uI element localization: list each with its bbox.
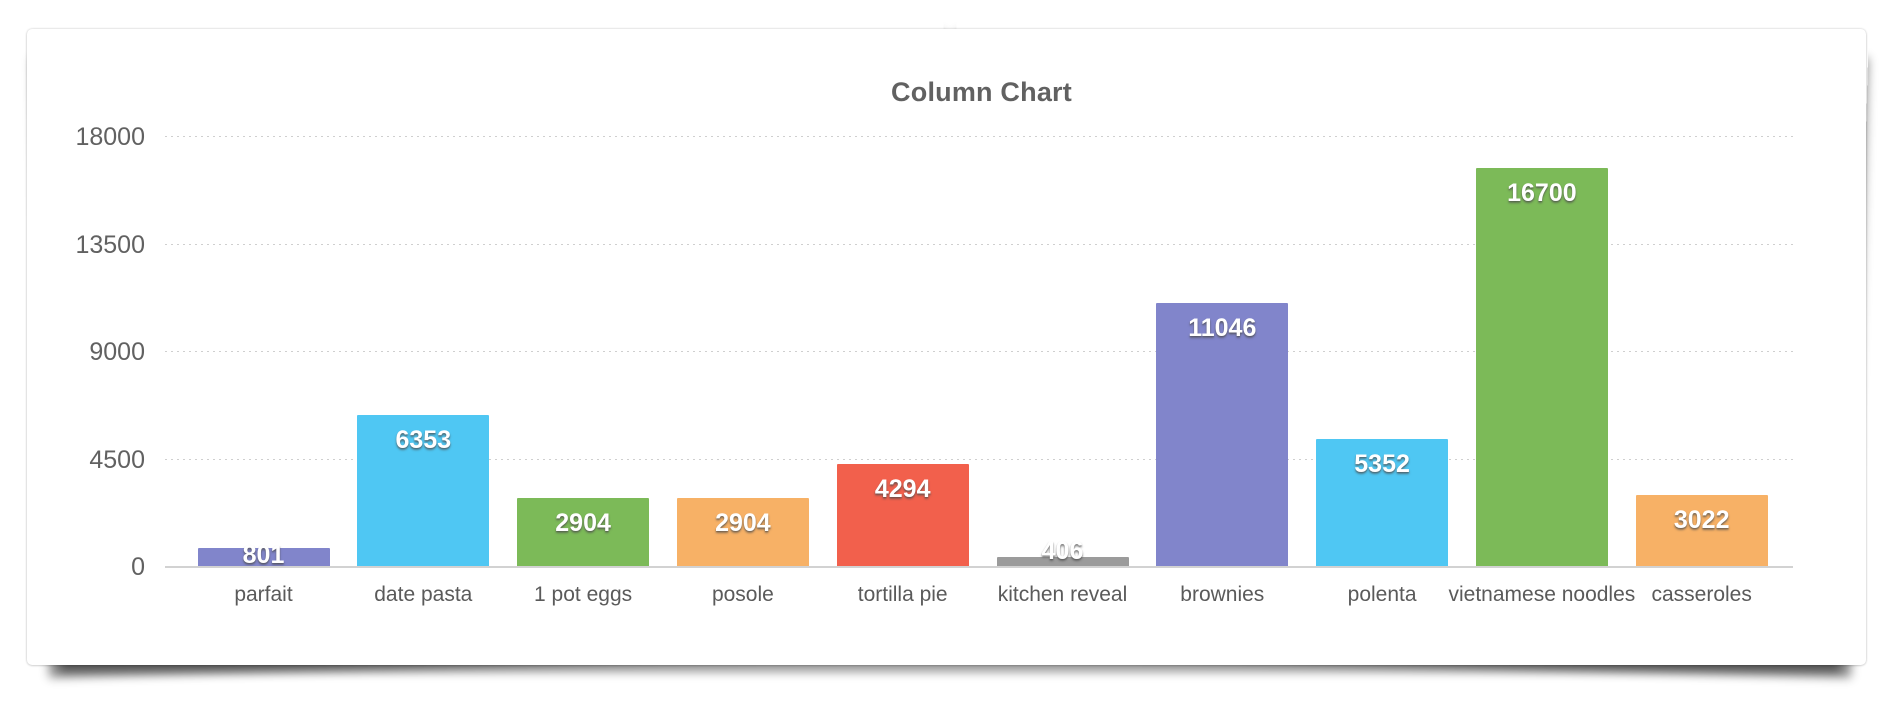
bar-value-label: 801 xyxy=(242,540,285,569)
bar-value-label: 6353 xyxy=(395,426,452,455)
x-axis-label: brownies xyxy=(1180,583,1265,606)
bar-brownies[interactable]: 11046 xyxy=(1156,303,1289,567)
gridline xyxy=(165,243,1793,246)
bar-tortilla-pie[interactable]: 4294 xyxy=(836,464,969,567)
x-axis-label: tortilla pie xyxy=(857,583,948,606)
x-axis-label: posole xyxy=(711,583,774,606)
bar-value-label: 11046 xyxy=(1188,314,1257,343)
bar-date-pasta[interactable]: 6353 xyxy=(357,415,490,567)
gridline xyxy=(165,136,1793,138)
bar-value-label: 4294 xyxy=(874,475,931,504)
bar-polenta[interactable]: 5352 xyxy=(1316,439,1449,567)
y-axis-tick-label: 4500 xyxy=(89,445,145,474)
bar-value-label: 2904 xyxy=(555,508,611,537)
x-axis-label: vietnamese noodles xyxy=(1448,583,1636,606)
y-axis-tick-label: 13500 xyxy=(75,230,145,259)
x-axis-line xyxy=(165,566,1793,568)
bar-1-pot-eggs[interactable]: 2904 xyxy=(517,497,650,567)
x-axis-label: 1 pot eggs xyxy=(534,583,633,606)
bar-value-label: 406 xyxy=(1041,537,1084,566)
x-axis-label: polenta xyxy=(1347,583,1417,606)
bar-value-label: 16700 xyxy=(1507,179,1577,208)
gridline xyxy=(165,351,1793,353)
bar-value-label: 2904 xyxy=(715,508,771,537)
bar-parfait[interactable]: 801 xyxy=(197,541,330,569)
chart-title: Column Chart xyxy=(891,77,1072,107)
x-axis-label: parfait xyxy=(234,583,293,606)
y-axis-tick-label: 9000 xyxy=(89,338,145,366)
plot-area: 0 4500 9000 13500 18000 801 parfait 6353 date pa… xyxy=(27,29,1866,665)
x-axis-label: kitchen reveal xyxy=(997,583,1128,606)
bar-casseroles[interactable]: 3022 xyxy=(1635,494,1768,567)
bar-posole[interactable]: 2904 xyxy=(676,497,809,567)
gridline xyxy=(165,458,1793,461)
y-axis-tick-label: 18000 xyxy=(75,123,145,151)
bar-vietnamese-noodles[interactable]: 16700 xyxy=(1475,168,1608,567)
x-axis-label: casseroles xyxy=(1651,583,1752,606)
bar-value-label: 5352 xyxy=(1354,450,1410,479)
chart-card: Column Chart 0 4500 9000 13500 18000 801 parfa… xyxy=(27,29,1866,665)
bar-value-label: 3022 xyxy=(1673,505,1730,534)
x-axis-label: date pasta xyxy=(374,583,473,606)
y-axis-tick-label: 0 xyxy=(131,553,145,581)
